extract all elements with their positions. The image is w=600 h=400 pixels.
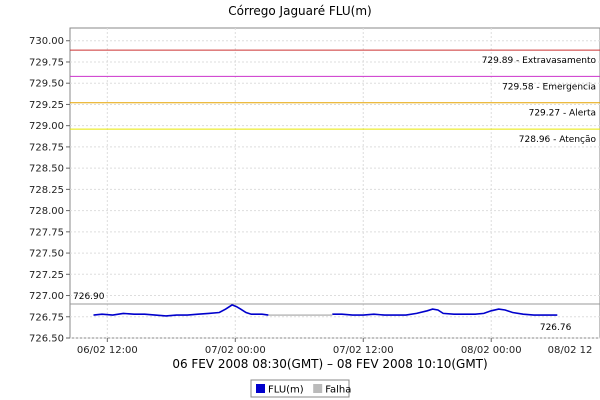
series-line-flu-m xyxy=(93,304,269,317)
y-tick-label: 727.00 xyxy=(29,291,64,302)
y-axis: 726.50 726.75 727.00 727.25 727.50 727.75 728.… xyxy=(29,36,70,345)
y-tick-label: 730.00 xyxy=(29,36,64,47)
y-tick-label: 729.25 xyxy=(29,100,64,111)
grid xyxy=(70,28,600,339)
legend-swatch xyxy=(256,384,265,393)
x-tick-label: 07/02 00:00 xyxy=(205,345,266,356)
y-tick-label: 729.75 xyxy=(29,57,64,68)
legend-label: Falha xyxy=(325,385,351,396)
reference-label: 726.90 xyxy=(73,292,105,302)
y-tick-label: 727.75 xyxy=(29,227,64,238)
threshold-label: 729.27 - Alerta xyxy=(529,109,596,119)
x-axis: 06/02 12:00 07/02 00:00 07/02 12:00 08/02 0… xyxy=(77,338,592,356)
x-tick-label: 06/02 12:00 xyxy=(77,345,138,356)
y-tick-label: 728.75 xyxy=(29,142,64,153)
y-tick-label: 728.25 xyxy=(29,185,64,196)
y-tick-label: 729.50 xyxy=(29,79,64,90)
threshold-label: 729.89 - Extravasamento xyxy=(482,56,597,66)
x-tick-label: 07/02 12:00 xyxy=(333,345,394,356)
threshold-label: 729.58 - Emergencia xyxy=(502,82,596,92)
series-line-flu-m xyxy=(332,308,558,316)
date-range-label: 06 FEV 2008 08:30(GMT) – 08 FEV 2008 10:… xyxy=(172,357,487,371)
y-tick-label: 727.50 xyxy=(29,249,64,260)
legend-swatch xyxy=(313,384,323,393)
chart-title: Córrego Jaguaré FLU(m) xyxy=(228,4,371,18)
y-tick-label: 728.50 xyxy=(29,164,64,175)
legend: FLU(m) Falha xyxy=(250,379,351,398)
x-tick-label: 08/02 12 xyxy=(548,345,593,356)
y-tick-label: 727.25 xyxy=(29,270,64,281)
y-tick-label: 726.75 xyxy=(29,312,64,323)
threshold-lines: 729.89 - Extravasamento 729.58 - Emergenc… xyxy=(70,49,600,305)
annotations: 726.76 xyxy=(540,323,572,333)
legend-label: FLU(m) xyxy=(268,385,304,396)
y-tick-label: 726.50 xyxy=(29,334,64,345)
last-value-label: 726.76 xyxy=(540,323,572,333)
y-tick-label: 728.00 xyxy=(29,206,64,217)
x-tick-label: 08/02 00:00 xyxy=(461,345,522,356)
plot-area xyxy=(69,27,600,339)
legend-box xyxy=(250,379,350,398)
threshold-label: 728.96 - Atenção xyxy=(519,135,597,145)
series xyxy=(93,304,558,317)
y-tick-label: 729.00 xyxy=(29,121,64,132)
